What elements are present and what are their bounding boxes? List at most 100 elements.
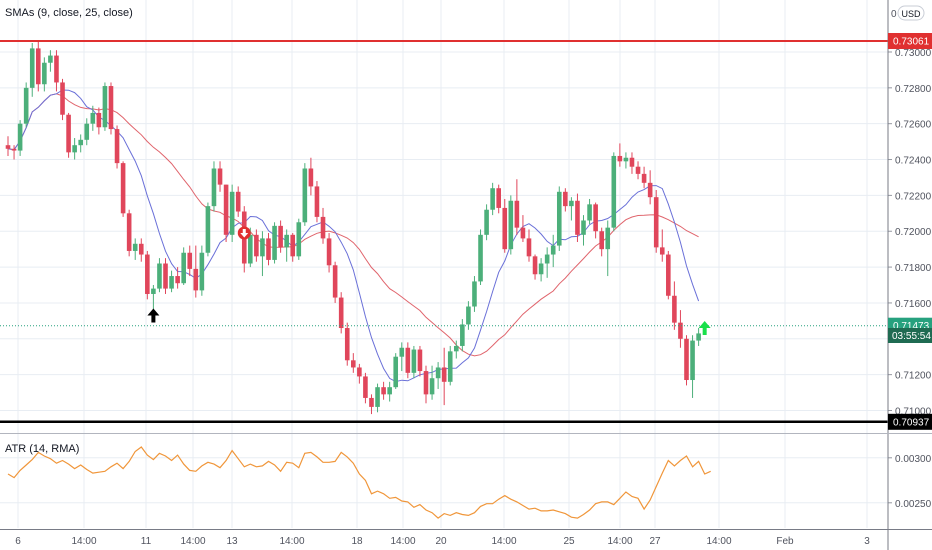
candle-down[interactable]: [54, 55, 59, 83]
candle-up[interactable]: [466, 306, 471, 325]
candle-down[interactable]: [532, 256, 538, 275]
candle-up[interactable]: [90, 112, 96, 124]
candle-down[interactable]: [635, 166, 641, 174]
candle-up[interactable]: [72, 145, 77, 153]
candle-up[interactable]: [199, 252, 205, 291]
candle-down[interactable]: [266, 238, 271, 260]
candle-up[interactable]: [581, 220, 586, 235]
candle-down[interactable]: [320, 216, 326, 239]
candle-down[interactable]: [684, 338, 689, 381]
candle-up[interactable]: [84, 123, 90, 140]
candle-up[interactable]: [399, 347, 405, 357]
candle-down[interactable]: [163, 263, 168, 289]
candle-up[interactable]: [696, 333, 701, 341]
candle-up[interactable]: [393, 356, 399, 388]
candle-up[interactable]: [272, 225, 277, 260]
price-pane[interactable]: [0, 40, 888, 424]
candle-down[interactable]: [441, 367, 447, 382]
candle-down[interactable]: [526, 238, 532, 257]
candle-up[interactable]: [484, 209, 489, 235]
candle-up[interactable]: [550, 245, 556, 255]
candle-up[interactable]: [48, 55, 53, 63]
sma-legend[interactable]: SMAs (9, close, 25, close): [5, 7, 133, 19]
candle-down[interactable]: [187, 252, 193, 269]
candle-up[interactable]: [17, 123, 23, 151]
candle-down[interactable]: [120, 163, 126, 214]
candle-down[interactable]: [96, 112, 102, 128]
candle-down[interactable]: [423, 371, 429, 395]
candle-up[interactable]: [556, 191, 562, 246]
candle-up[interactable]: [42, 62, 47, 85]
candle-up[interactable]: [169, 276, 174, 289]
candle-down[interactable]: [308, 168, 314, 187]
candle-up[interactable]: [508, 200, 514, 250]
atr-line[interactable]: [7, 446, 711, 519]
candle-down[interactable]: [175, 276, 180, 284]
candle-down[interactable]: [344, 328, 350, 361]
candle-up[interactable]: [453, 345, 459, 352]
candle-down[interactable]: [254, 234, 259, 257]
candle-down[interactable]: [35, 48, 41, 85]
candle-down[interactable]: [593, 204, 598, 232]
candle-down[interactable]: [11, 148, 17, 151]
candle-up[interactable]: [460, 324, 465, 346]
candle-down[interactable]: [599, 231, 604, 250]
candle-up[interactable]: [132, 243, 138, 251]
candle-up[interactable]: [302, 168, 308, 223]
candle-up[interactable]: [102, 86, 108, 128]
candle-down[interactable]: [629, 157, 635, 167]
candle-down[interactable]: [138, 243, 144, 255]
candle-down[interactable]: [417, 349, 423, 372]
candle-down[interactable]: [563, 191, 568, 207]
candle-down[interactable]: [653, 197, 659, 248]
candle-down[interactable]: [314, 186, 320, 217]
candle-down[interactable]: [217, 168, 223, 185]
candle-down[interactable]: [351, 360, 356, 368]
candle-up[interactable]: [229, 191, 235, 235]
candle-down[interactable]: [405, 347, 411, 373]
candle-up[interactable]: [447, 351, 453, 382]
candle-down[interactable]: [290, 234, 296, 257]
candle-up[interactable]: [472, 281, 477, 307]
candle-down[interactable]: [338, 297, 344, 329]
candle-down[interactable]: [114, 129, 120, 164]
candle-up[interactable]: [429, 378, 435, 395]
candle-down[interactable]: [678, 322, 683, 339]
candle-down[interactable]: [5, 145, 11, 149]
candle-down[interactable]: [666, 254, 671, 296]
candle-down[interactable]: [235, 191, 241, 212]
candle-up[interactable]: [690, 340, 695, 381]
candle-up[interactable]: [157, 263, 162, 289]
candle-down[interactable]: [126, 213, 132, 251]
candle-down[interactable]: [223, 184, 229, 235]
candle-down[interactable]: [496, 188, 501, 208]
candle-up[interactable]: [23, 87, 29, 124]
candle-down[interactable]: [514, 200, 520, 228]
candle-down[interactable]: [108, 86, 114, 130]
candle-up[interactable]: [587, 204, 592, 221]
candle-down[interactable]: [369, 397, 374, 407]
candle-up[interactable]: [248, 234, 253, 264]
candle-down[interactable]: [672, 295, 677, 323]
black-up-arrow-icon[interactable]: [147, 308, 160, 323]
candle-down[interactable]: [278, 225, 283, 248]
candle-up[interactable]: [181, 252, 186, 284]
candle-up[interactable]: [205, 206, 211, 253]
candle-up[interactable]: [29, 48, 35, 88]
candle-up[interactable]: [538, 263, 544, 275]
candle-up[interactable]: [387, 387, 392, 395]
candle-up[interactable]: [605, 227, 611, 250]
atr-legend[interactable]: ATR (14, RMA): [5, 443, 79, 455]
candle-down[interactable]: [647, 182, 653, 198]
candle-up[interactable]: [284, 234, 289, 248]
currency-button[interactable]: USD: [897, 5, 925, 21]
candle-up[interactable]: [490, 188, 495, 210]
candle-down[interactable]: [60, 82, 65, 115]
candle-up[interactable]: [296, 222, 302, 257]
candle-up[interactable]: [623, 157, 629, 162]
candle-up[interactable]: [78, 139, 83, 146]
atr-pane[interactable]: [7, 446, 711, 519]
candle-up[interactable]: [411, 349, 417, 373]
candle-up[interactable]: [569, 200, 574, 207]
